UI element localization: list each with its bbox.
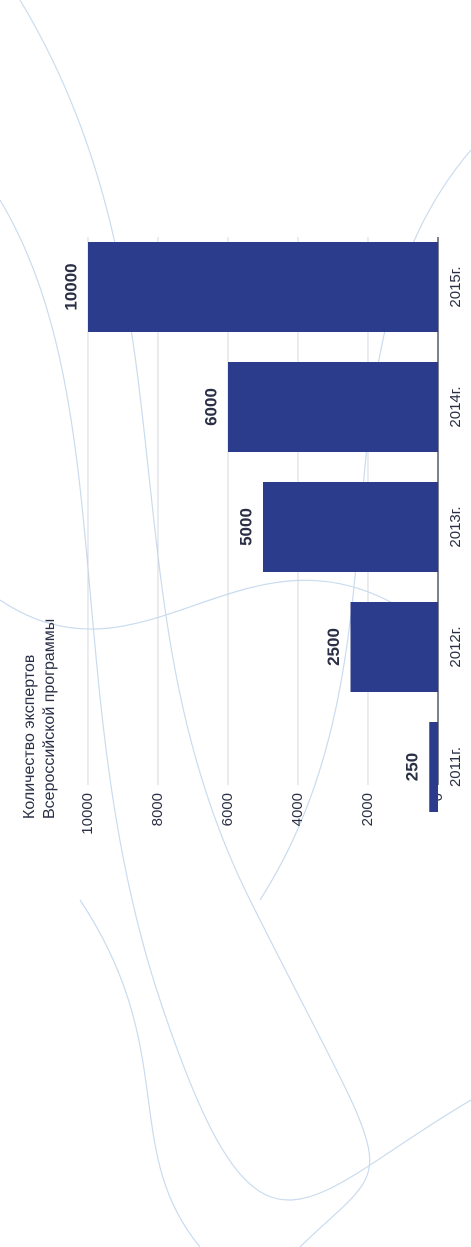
y-tick-label: 10000 (79, 793, 96, 835)
y-tick-label: 8000 (149, 793, 166, 826)
bar (429, 722, 438, 812)
chart-subtitle: Всероссийской программы (41, 619, 58, 819)
x-tick-label: 2011г. (447, 747, 464, 787)
data-label: 5000 (236, 508, 255, 546)
bar (228, 362, 438, 452)
data-label: 6000 (201, 388, 220, 426)
data-label: 10000 (61, 263, 80, 310)
chart-title: Количество экспертов (21, 655, 38, 819)
bar (88, 242, 438, 332)
x-tick-label: 2012г. (447, 626, 464, 667)
rotated-frame: Количество экспертов Всероссийской прогр… (21, 237, 464, 835)
y-tick-label: 4000 (289, 793, 306, 826)
y-tick-label: 6000 (219, 793, 236, 826)
data-label: 2500 (324, 628, 343, 666)
bar (263, 482, 438, 572)
data-label: 250 (403, 753, 422, 781)
x-tick-label: 2015г. (447, 266, 464, 307)
x-tick-label: 2014г. (447, 386, 464, 427)
x-tick-label: 2013г. (447, 506, 464, 547)
y-tick-label: 2000 (359, 793, 376, 826)
bar (350, 602, 438, 692)
